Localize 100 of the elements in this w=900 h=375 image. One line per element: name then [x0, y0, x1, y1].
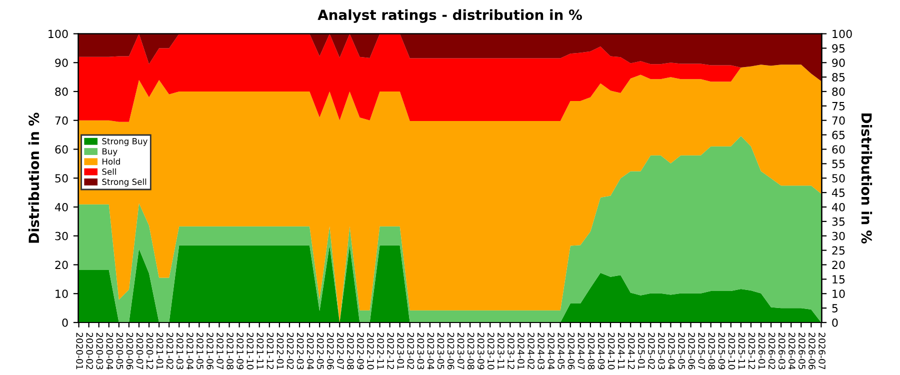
y2-tick-label: 25 — [832, 246, 845, 255]
x-tick-label: 2022-10 — [367, 332, 374, 370]
x-tick-label: 2025-06 — [688, 332, 695, 370]
x-tick-label: 2026-04 — [788, 332, 796, 370]
x-tick-label: 2025-07 — [698, 332, 706, 370]
x-tick-label: 2024-08 — [588, 332, 595, 370]
x-tick-label: 2020-06 — [126, 332, 134, 370]
x-tick-label: 2022-05 — [316, 332, 324, 370]
y2-tick-label: 50 — [832, 174, 845, 183]
legend-label: Hold — [102, 158, 120, 165]
x-tick-label: 2023-06 — [447, 332, 454, 370]
x-tick-label: 2023-09 — [477, 332, 484, 370]
x-tick-label: 2023-07 — [457, 332, 464, 370]
x-tick-label: 2021-11 — [256, 332, 264, 370]
x-tick-label: 2020-01 — [76, 332, 84, 370]
x-tick-label: 2022-08 — [347, 332, 354, 370]
x-tick-label: 2025-04 — [668, 332, 675, 370]
chart-title: Analyst ratings - distribution in % — [318, 9, 582, 23]
y-tick-label: 40 — [54, 202, 68, 212]
y-axis-title: Distribution in % — [28, 112, 40, 243]
y2-axis-title: Distribution in % — [861, 114, 872, 244]
x-tick-label: 2024-10 — [608, 332, 615, 370]
y-tick-label: 100 — [48, 30, 68, 38]
y2-tick-label: 75 — [832, 102, 845, 110]
x-tick-label: 2025-11 — [738, 332, 746, 370]
y-tick-label: 20 — [55, 260, 68, 270]
x-tick-label: 2026-06 — [808, 332, 816, 370]
y2-tick-label: 0 — [832, 318, 838, 327]
x-tick-label: 2021-02 — [166, 332, 174, 370]
y-tick-label: 80 — [55, 87, 68, 96]
y2-tick-label: 100 — [832, 30, 852, 38]
x-tick-label: 2025-09 — [718, 332, 726, 370]
x-tick-label: 2025-12 — [748, 332, 756, 370]
x-tick-label: 2021-07 — [216, 332, 224, 370]
x-tick-label: 2020-12 — [146, 332, 154, 370]
x-tick-label: 2021-08 — [226, 332, 234, 370]
y2-tick-label: 90 — [832, 58, 845, 68]
x-tick-label: 2022-06 — [326, 332, 334, 370]
y2-tick-label: 45 — [832, 188, 845, 197]
x-tick-label: 2025-01 — [638, 332, 645, 370]
x-tick-label: 2021-09 — [236, 332, 244, 370]
x-tick-label: 2022-01 — [276, 332, 284, 370]
x-tick-label: 2022-04 — [306, 332, 314, 370]
x-tick-label: 2025-08 — [708, 332, 716, 370]
x-tick-label: 2025-02 — [648, 332, 655, 370]
x-tick-label: 2024-02 — [528, 332, 534, 370]
x-tick-label: 2026-05 — [798, 332, 806, 370]
x-tick-label: 2022-02 — [286, 332, 294, 370]
legend-label: Strong Buy — [102, 138, 148, 146]
y2-tick-label: 40 — [832, 202, 845, 212]
y2-tick-label: 85 — [832, 73, 845, 82]
x-tick-label: 2023-05 — [437, 332, 444, 370]
x-tick-label: 2023-03 — [417, 332, 424, 370]
x-tick-label: 2021-06 — [206, 332, 214, 370]
y-tick-label: 10 — [56, 290, 68, 298]
x-tick-label: 2023-10 — [488, 332, 494, 370]
legend-label: Sell — [102, 168, 116, 175]
x-tick-label: 2023-02 — [407, 332, 414, 370]
x-tick-label: 2021-04 — [186, 332, 194, 370]
x-tick-label: 2023-08 — [467, 332, 474, 370]
x-tick-label: 2024-03 — [538, 332, 544, 370]
y-tick-label: 30 — [55, 232, 68, 240]
y2-tick-label: 5 — [832, 304, 838, 312]
x-tick-label: 2022-03 — [296, 332, 304, 370]
y2-tick-label: 60 — [832, 145, 845, 154]
legend-label: Strong Sell — [102, 178, 146, 187]
x-tick-label: 2023-11 — [498, 332, 504, 370]
x-tick-label: 2022-09 — [357, 332, 364, 370]
y2-tick-label: 20 — [832, 260, 845, 270]
x-tick-label: 2024-07 — [578, 332, 585, 370]
legend-label: Buy — [102, 148, 118, 156]
y2-tick-label: 15 — [832, 275, 845, 284]
x-tick-label: 2022-11 — [377, 332, 384, 370]
y2-tick-label: 65 — [832, 130, 845, 140]
y2-tick-label: 55 — [832, 160, 845, 168]
x-tick-label: 2026-03 — [778, 332, 786, 370]
x-tick-label: 2021-12 — [266, 332, 274, 370]
x-tick-label: 2026-07 — [818, 332, 826, 370]
y2-tick-label: 10 — [832, 290, 845, 298]
x-tick-label: 2022-07 — [337, 332, 344, 370]
y2-tick-label: 80 — [832, 87, 845, 96]
x-tick-label: 2021-05 — [196, 332, 204, 370]
x-tick-label: 2023-04 — [427, 332, 434, 370]
x-tick-label: 2021-10 — [246, 332, 254, 370]
x-tick-label: 2022-12 — [387, 332, 394, 370]
y-tick-label: 50 — [55, 174, 68, 183]
x-tick-label: 2020-05 — [116, 332, 124, 370]
x-tick-label: 2024-09 — [598, 332, 605, 370]
x-tick-label: 2021-01 — [156, 332, 164, 370]
x-tick-label: 2025-05 — [678, 332, 685, 370]
x-tick-label: 2026-01 — [758, 332, 766, 370]
y2-tick-label: 95 — [832, 44, 845, 53]
x-tick-label: 2024-12 — [628, 332, 635, 370]
x-tick-label: 2025-10 — [728, 332, 736, 370]
x-tick-label: 2020-02 — [86, 332, 94, 370]
y2-tick-label: 35 — [832, 217, 845, 226]
x-tick-label: 2025-03 — [658, 332, 665, 370]
y-tick-label: 70 — [55, 116, 68, 125]
y-tick-label: 90 — [55, 58, 68, 68]
y-tick-label: 0 — [62, 318, 68, 327]
